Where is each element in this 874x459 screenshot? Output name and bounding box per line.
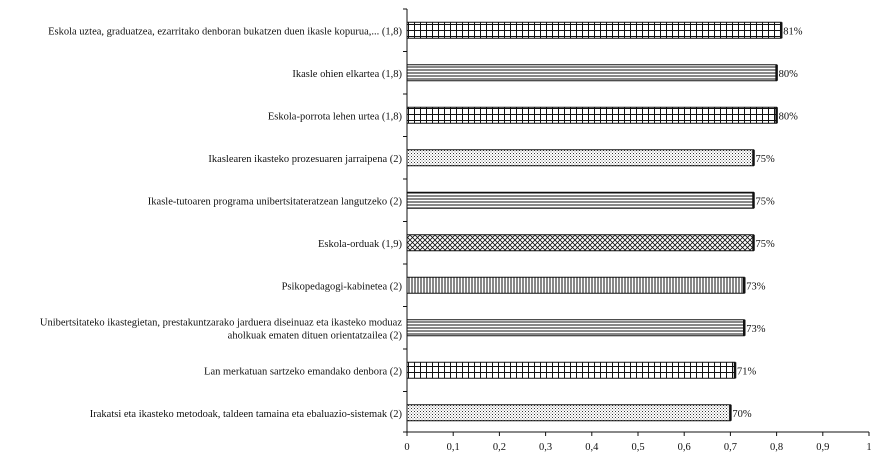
x-tick-label: 0,9 — [816, 442, 829, 453]
value-label: 75% — [756, 154, 776, 165]
category-label: Eskola uztea, graduatzea, ezarritako den… — [48, 26, 402, 37]
value-label: 80% — [779, 111, 799, 122]
category-label: Psikopedagogi-kabinetea (2) — [282, 281, 403, 292]
x-tick-label: 0,8 — [770, 442, 783, 453]
x-tick-label: 0,4 — [585, 442, 599, 453]
category-label: Eskola-porrota lehen urtea (1,8) — [268, 111, 403, 122]
value-label: 75% — [756, 239, 776, 250]
value-label: 70% — [732, 409, 752, 420]
bar — [406, 234, 754, 252]
bar — [406, 21, 782, 39]
bar — [406, 106, 778, 124]
bar — [406, 191, 754, 209]
category-label: Unibertsitateko ikastegietan, prestakunt… — [40, 317, 402, 328]
value-label: 73% — [746, 324, 766, 335]
x-tick-label: 1 — [866, 442, 871, 453]
x-tick-label: 0,5 — [631, 442, 644, 453]
bar — [406, 361, 736, 379]
bar — [406, 149, 754, 167]
value-label: 81% — [783, 26, 803, 37]
x-tick-label: 0,3 — [539, 442, 552, 453]
category-label: Irakatsi eta ikasteko metodoak, taldeen … — [90, 409, 403, 420]
value-label: 75% — [756, 196, 776, 207]
category-label: aholkuak ematen dituen orientatzailea (2… — [228, 330, 403, 341]
bar — [406, 404, 731, 422]
bar — [406, 64, 778, 82]
bar — [406, 276, 745, 294]
plot-area: 0 0,1 0,2 0,3 0,4 0,5 0,6 0,7 0,8 0,9 1 81% Eskola u… — [40, 8, 872, 453]
value-label: 71% — [737, 366, 757, 377]
x-tick-label: 0,1 — [447, 442, 460, 453]
category-label: Ikaslearen ikasteko prozesuaren jarraipe… — [208, 154, 402, 165]
x-tick-label: 0 — [404, 442, 409, 453]
category-label: Eskola-orduak (1,9) — [318, 239, 402, 250]
category-label: Ikasle ohien elkartea (1,8) — [292, 69, 402, 80]
x-tick-label: 0,2 — [493, 442, 506, 453]
value-label: 73% — [746, 281, 766, 292]
category-label: Lan merkatuan sartzeko emandako denbora … — [204, 366, 402, 377]
value-label: 80% — [779, 69, 799, 80]
x-tick-label: 0,7 — [724, 442, 737, 453]
bar — [406, 319, 745, 337]
category-label: Ikasle-tutoaren programa unibertsitatera… — [148, 196, 403, 207]
x-tick-label: 0,6 — [678, 442, 691, 453]
